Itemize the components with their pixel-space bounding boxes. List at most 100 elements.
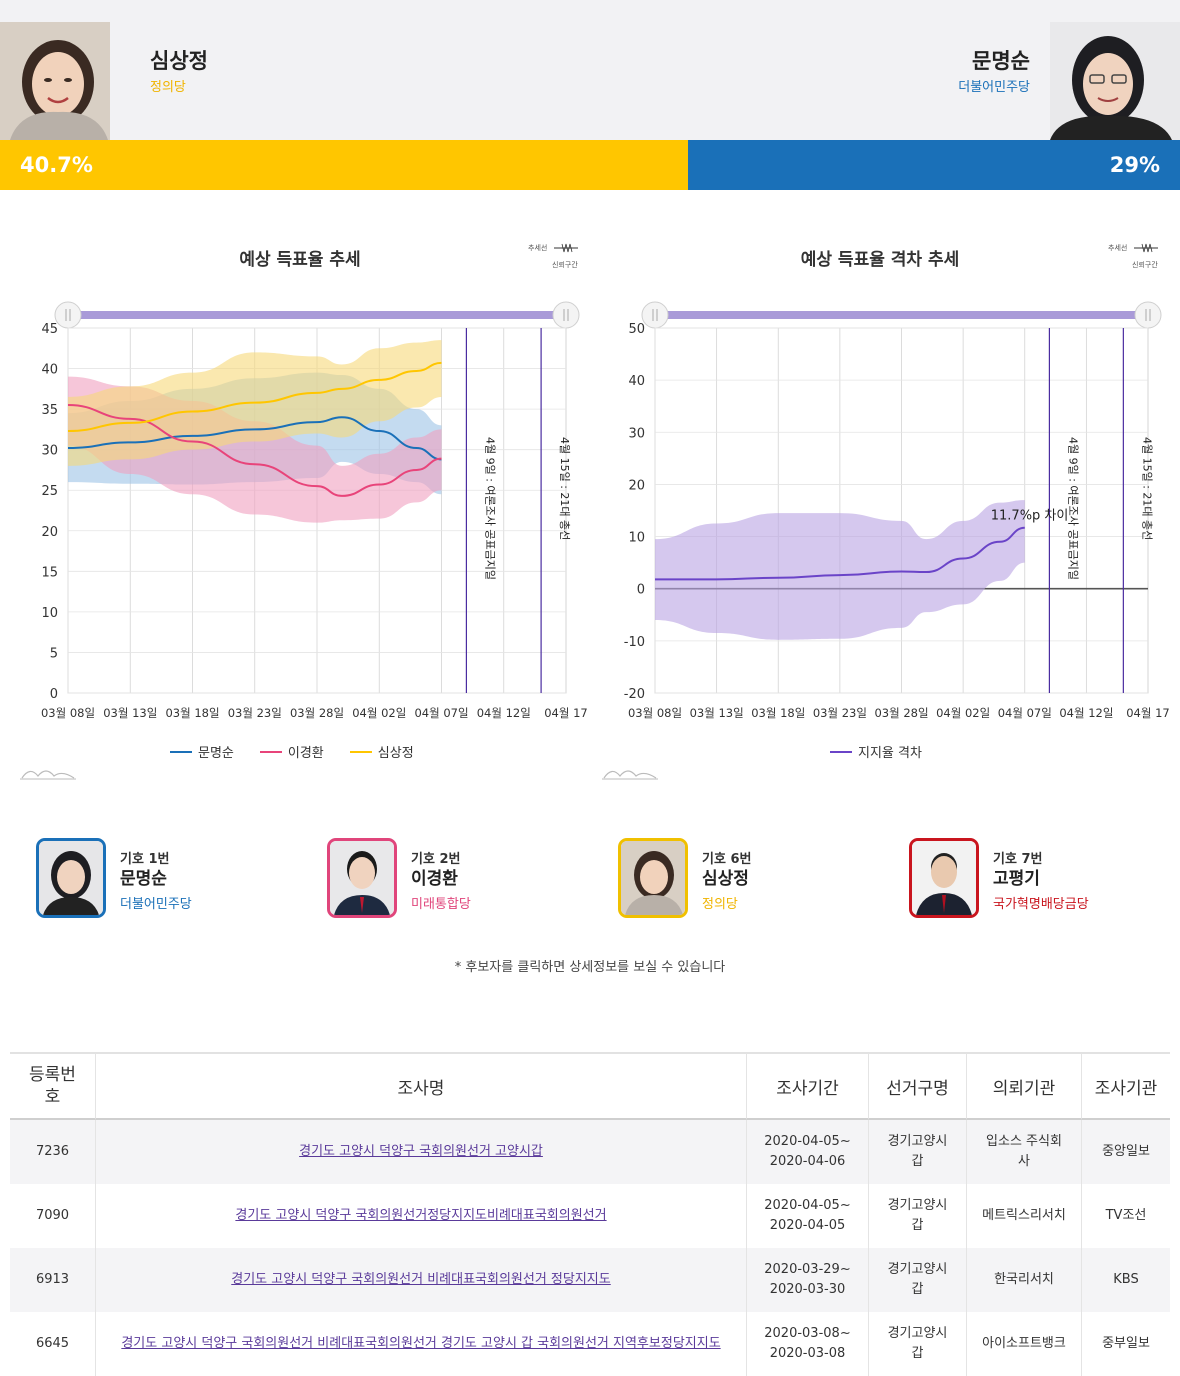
x-tick-label: 03월 23일 xyxy=(228,706,282,720)
legend-item[interactable]: 심상정 xyxy=(349,742,414,761)
mini-legend-band-label: 신뢰구간 xyxy=(552,261,578,269)
y-tick-label: 40 xyxy=(628,374,645,389)
cell-client: 아이소프트뱅크 xyxy=(967,1312,1082,1376)
cell-title: 경기도 고양시 덕양구 국회의원선거 비례대표국회의원선거 경기도 고양시 갑 … xyxy=(96,1312,747,1376)
vote-share-trend-chart: 0 5 10 15 20 25 30 35 40 45 03월 08일 03월 13일 03월 18일 0… xyxy=(41,301,588,720)
x-tick-label: 03월 23일 xyxy=(813,706,867,720)
candidate-card-2[interactable]: 기호 2번 이경환 미래통합당 xyxy=(327,836,587,926)
cell-agency: TV조선 xyxy=(1082,1184,1170,1248)
candidate-party: 미래통합당 xyxy=(411,897,471,912)
left-candidate-photo[interactable] xyxy=(0,22,110,140)
candidate-cards: 기호 1번 문명순 더불어민주당 기호 2번 이경환 미래통합당 기호 6번 심… xyxy=(0,836,1180,926)
poll-title-link[interactable]: 경기도 고양시 덕양구 국회의원선거 고양시갑 xyxy=(299,1144,543,1159)
cell-title: 경기도 고양시 덕양구 국회의원선거정당지지도비례대표국회의원선거 xyxy=(96,1184,747,1248)
y-tick-label: 30 xyxy=(628,426,645,441)
x-tick-label: 03월 28일 xyxy=(874,706,928,720)
candidate-click-note: * 후보자를 클릭하면 상세정보를 보실 수 있습니다 xyxy=(454,960,726,975)
range-slider-left-handle[interactable] xyxy=(54,301,82,329)
legend-label: 지지율 격차 xyxy=(858,746,922,761)
x-tick-label: 03월 18일 xyxy=(751,706,805,720)
right-chart-mini-legend: 추세선 신뢰구간 xyxy=(1106,240,1162,272)
mini-legend-trend-label: 추세선 xyxy=(1108,244,1128,252)
right-candidate-name: 문명순 xyxy=(972,49,1030,73)
cell-period: 2020-04-05~ 2020-04-06 xyxy=(747,1120,869,1184)
col-header-district: 선거구명 xyxy=(869,1052,967,1120)
candidate-number: 기호 2번 xyxy=(411,852,461,867)
cell-period: 2020-03-08~ 2020-03-08 xyxy=(747,1312,869,1376)
cell-id: 7236 xyxy=(10,1120,96,1184)
range-slider-left-handle[interactable] xyxy=(641,301,669,329)
right-candidate-photo[interactable] xyxy=(1050,22,1180,140)
x-tick-label: 04월 17 xyxy=(1126,706,1170,720)
x-tick-label: 03월 08일 xyxy=(41,706,95,720)
x-tick-label: 04월 07일 xyxy=(998,706,1052,720)
cell-district: 경기고양시 갑 xyxy=(869,1120,967,1184)
y-tick-label: 30 xyxy=(41,444,58,459)
y-tick-label: 45 xyxy=(41,322,58,337)
gap-annotation: 11.7%p 차이 xyxy=(991,509,1069,524)
y-tick-label: 20 xyxy=(628,478,645,493)
cell-title: 경기도 고양시 덕양구 국회의원선거 고양시갑 xyxy=(96,1120,747,1184)
table-row: 7236 경기도 고양시 덕양구 국회의원선거 고양시갑 2020-04-05~ 20… xyxy=(10,1120,1170,1184)
table-header-row: 등록번호 조사명 조사기간 선거구명 의뢰기관 조사기관 xyxy=(10,1052,1170,1120)
candidate-photo xyxy=(618,838,688,918)
trend-line xyxy=(67,361,442,433)
candidate-name: 심상정 xyxy=(702,869,749,889)
legend-item[interactable]: 문명순 xyxy=(170,742,234,761)
candidate-card-4[interactable]: 기호 7번 고평기 국가혁명배당금당 xyxy=(909,836,1169,926)
legend-item[interactable]: 이경환 xyxy=(259,742,324,761)
cell-client: 메트릭스리서치 xyxy=(967,1184,1082,1248)
left-candidate-name: 심상정 xyxy=(150,49,208,73)
right-candidate-party: 더불어민주당 xyxy=(958,80,1030,95)
legend-swatch xyxy=(830,750,852,753)
cell-client: 한국리서치 xyxy=(967,1248,1082,1312)
right-chart-title: 예상 득표율 격차 추세 xyxy=(800,250,960,270)
candidate-card-3[interactable]: 기호 6번 심상정 정의당 xyxy=(618,836,878,926)
x-tick-label: 04월 12일 xyxy=(1059,706,1113,720)
vote-gap-trend-chart: -20 -10 0 10 20 30 40 50 03월 08일 03월 13일 03월 18일 03… xyxy=(624,301,1170,720)
legend-item[interactable]: 지지율 격차 xyxy=(830,742,922,761)
y-tick-label: 25 xyxy=(41,484,58,499)
poll-title-link[interactable]: 경기도 고양시 덕양구 국회의원선거 비례대표국회의원선거 경기도 고양시 갑 … xyxy=(121,1336,721,1351)
poll-title-link[interactable]: 경기도 고양시 덕양구 국회의원선거정당지지도비례대표국회의원선거 xyxy=(235,1208,607,1223)
confidence-band xyxy=(655,500,1025,640)
x-tick-label: 03월 18일 xyxy=(165,706,219,720)
x-tick-label: 04월 12일 xyxy=(477,706,531,720)
cell-id: 7090 xyxy=(10,1184,96,1248)
trend-line xyxy=(655,526,1025,581)
candidate-card-1[interactable]: 기호 1번 문명순 더불어민주당 xyxy=(36,836,296,926)
candidate-name: 문명순 xyxy=(120,869,167,889)
mini-legend-icon xyxy=(554,243,578,253)
legend-swatch xyxy=(170,750,192,753)
candidate-name: 고평기 xyxy=(993,869,1040,889)
col-header-id: 등록번호 xyxy=(10,1052,96,1120)
y-tick-label: 35 xyxy=(41,403,58,418)
candidate-number: 기호 6번 xyxy=(702,852,752,867)
left-chart-thumbnail-icon[interactable] xyxy=(20,764,76,782)
event-marker-label: 4월 15일 : 21대 총선 xyxy=(558,437,572,540)
col-header-id-label: 등록번호 xyxy=(29,1065,76,1107)
candidate-party: 더불어민주당 xyxy=(120,897,192,912)
cell-agency: KBS xyxy=(1082,1248,1170,1312)
candidate-photo xyxy=(327,838,397,918)
y-tick-label: 20 xyxy=(41,525,58,540)
event-marker-label: 4월 9일 : 여론조사 공표금지일 xyxy=(1066,437,1080,580)
cell-period: 2020-03-29~ 2020-03-30 xyxy=(747,1248,869,1312)
x-tick-label: 04월 17 xyxy=(544,706,588,720)
range-slider-right-handle[interactable] xyxy=(552,301,580,329)
right-vote-share: 29% xyxy=(1109,153,1160,177)
range-slider-right-handle[interactable] xyxy=(1134,301,1162,329)
y-tick-label: 50 xyxy=(628,322,645,337)
legend-swatch xyxy=(259,750,282,753)
candidate-name: 이경환 xyxy=(411,869,458,889)
right-chart-thumbnail-icon[interactable] xyxy=(602,764,658,782)
event-marker-label: 4월 9일 : 여론조사 공표금지일 xyxy=(483,437,497,580)
right-vote-share-bar: 29% xyxy=(687,140,1180,190)
y-tick-label: 0 xyxy=(50,687,58,702)
candidate-party: 국가혁명배당금당 xyxy=(993,897,1089,912)
y-tick-label: 10 xyxy=(41,606,58,621)
y-tick-label: -20 xyxy=(624,687,645,702)
poll-title-link[interactable]: 경기도 고양시 덕양구 국회의원선거 비례대표국회의원선거 정당지지도 xyxy=(231,1272,611,1287)
legend-swatch xyxy=(349,750,372,753)
cell-id: 6645 xyxy=(10,1312,96,1376)
